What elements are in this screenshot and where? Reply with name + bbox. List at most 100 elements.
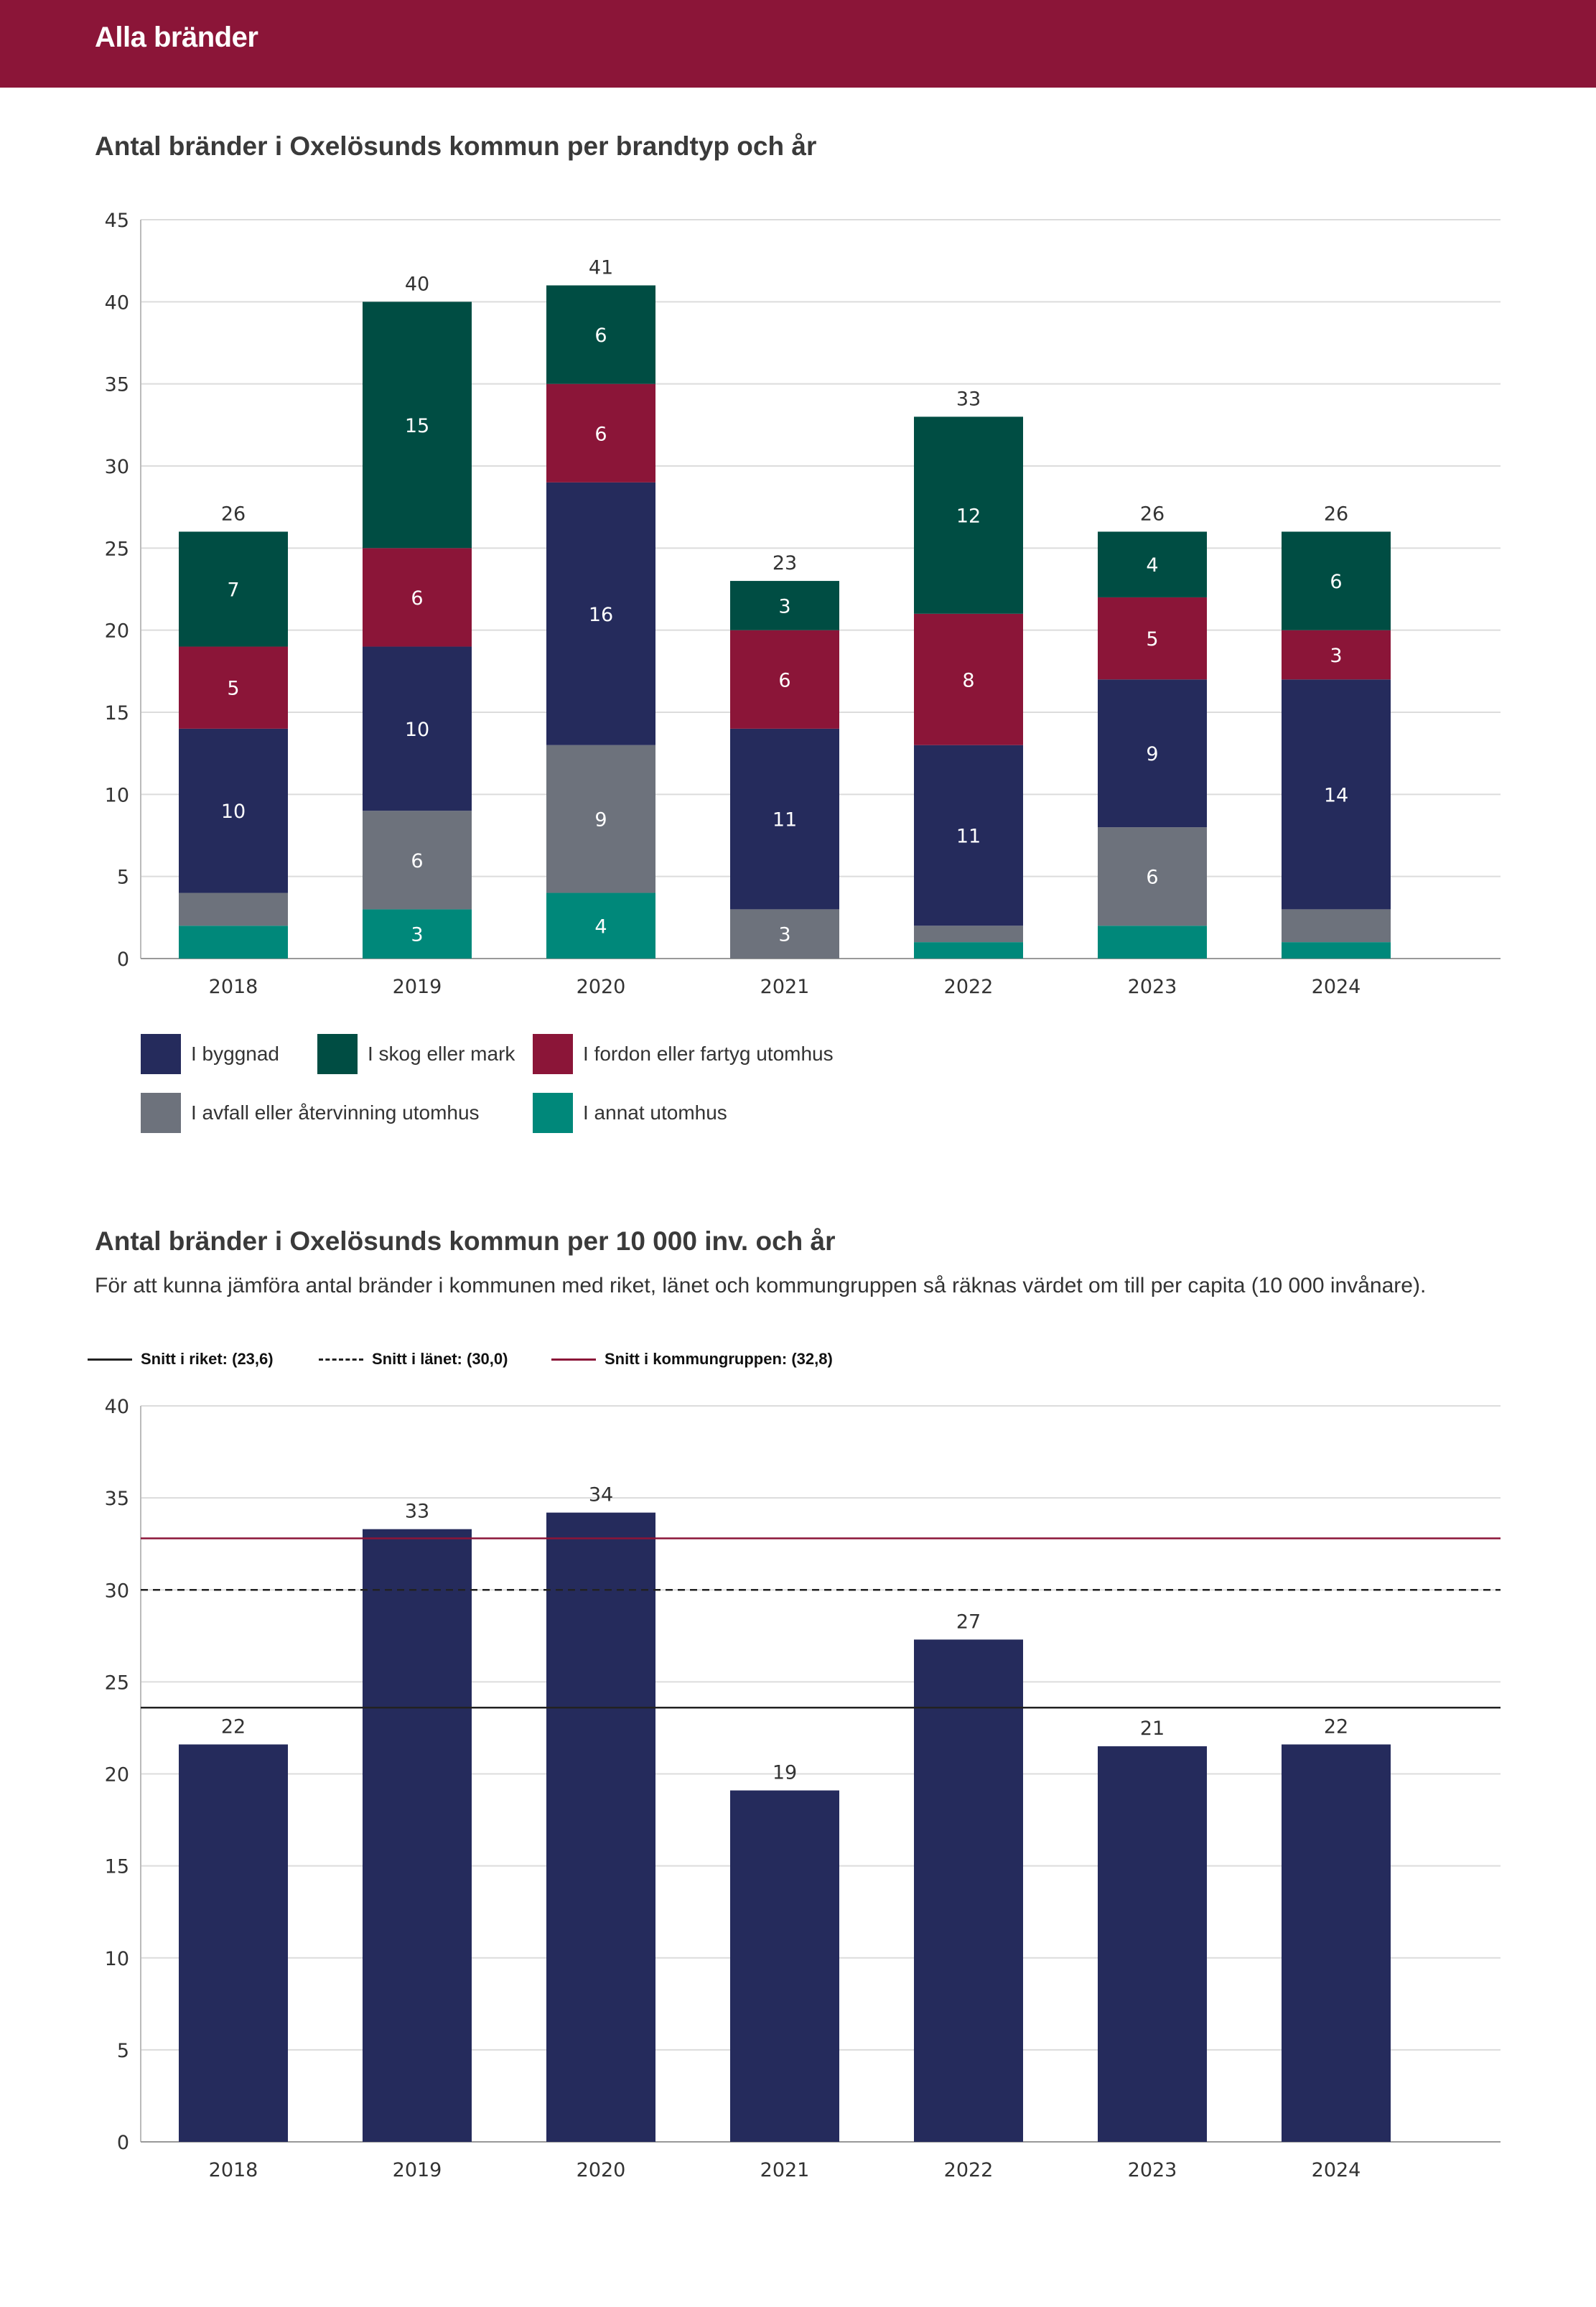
total-label: 23	[773, 552, 797, 574]
legend-label: I skog eller mark	[368, 1043, 515, 1065]
reference-legend-label: Snitt i kommungruppen: (32,8)	[605, 1350, 833, 1368]
bar-segment	[179, 531, 288, 647]
x-tick-label: 2022	[944, 2159, 994, 2181]
header-title: Alla bränder	[95, 22, 258, 53]
segment-label: 12	[956, 505, 981, 528]
y-tick-label: 40	[105, 292, 129, 314]
bar-segment	[179, 892, 288, 926]
total-label: 40	[405, 273, 429, 295]
bar	[363, 1529, 472, 2142]
y-tick-label: 10	[105, 784, 129, 806]
total-label: 33	[956, 388, 981, 410]
value-label: 34	[589, 1484, 613, 1506]
y-tick-label: 35	[105, 1488, 129, 1510]
legend-swatch	[533, 1034, 573, 1074]
bar-segment	[1098, 597, 1207, 680]
total-label: 41	[589, 256, 613, 279]
y-tick-label: 15	[105, 702, 129, 724]
segment-label: 9	[1146, 743, 1158, 765]
bar-segment	[546, 892, 655, 959]
segment-label: 10	[221, 801, 246, 823]
bar-segment	[363, 548, 472, 647]
chart1-legend: I byggnad I skog eller mark I fordon eller…	[141, 1034, 1002, 1138]
bar-segment	[914, 613, 1023, 745]
x-tick-label: 2023	[1128, 2159, 1177, 2181]
x-tick-label: 2021	[760, 2159, 810, 2181]
x-tick-label: 2018	[209, 976, 258, 998]
bar-segment	[363, 302, 472, 549]
reference-legend-line	[88, 1358, 132, 1361]
chart2-subtitle: För att kunna jämföra antal bränder i ko…	[95, 1274, 1427, 1297]
x-tick-label: 2018	[209, 2159, 258, 2181]
segment-label: 6	[778, 669, 790, 691]
segment-label: 3	[1330, 645, 1342, 667]
x-tick-label: 2020	[577, 976, 626, 998]
segment-label: 8	[962, 669, 974, 691]
bar-segment	[546, 383, 655, 483]
y-tick-label: 5	[117, 867, 129, 889]
legend-label: I byggnad	[191, 1043, 279, 1065]
value-label: 27	[956, 1611, 981, 1633]
segment-label: 6	[411, 587, 423, 610]
stacked-bar-chart: 0510152025303540451057262018361061540201…	[105, 210, 1501, 998]
bar-segment	[363, 811, 472, 910]
y-tick-label: 20	[105, 1764, 129, 1786]
y-tick-label: 20	[105, 620, 129, 643]
legend-item-fordon: I fordon eller fartyg utomhus	[533, 1034, 834, 1074]
x-tick-label: 2022	[944, 976, 994, 998]
reference-legend-line	[551, 1358, 596, 1361]
bar-segment	[546, 745, 655, 893]
total-label: 26	[221, 503, 246, 525]
segment-label: 10	[405, 719, 429, 741]
bar	[1282, 1744, 1391, 2142]
reference-legend-item: Snitt i kommungruppen: (32,8)	[551, 1350, 833, 1369]
reference-legend-item: Snitt i riket: (23,6)	[88, 1350, 274, 1369]
reference-legend-label: Snitt i riket: (23,6)	[141, 1350, 274, 1368]
x-tick-label: 2023	[1128, 976, 1177, 998]
bar-segment	[730, 909, 839, 959]
y-tick-label: 5	[117, 2040, 129, 2062]
bar-segment	[914, 942, 1023, 959]
segment-label: 9	[594, 809, 607, 831]
segment-label: 6	[411, 850, 423, 872]
bar-segment	[914, 926, 1023, 943]
bar-segment	[914, 745, 1023, 926]
x-tick-label: 2024	[1312, 976, 1361, 998]
segment-label: 15	[405, 415, 429, 437]
bar-segment	[1282, 942, 1391, 959]
total-label: 26	[1140, 503, 1165, 525]
y-tick-label: 0	[117, 2132, 129, 2154]
x-tick-label: 2020	[577, 2159, 626, 2181]
segment-label: 11	[956, 826, 981, 848]
bar	[914, 1639, 1023, 2142]
bar-segment	[730, 630, 839, 729]
bar-segment	[730, 581, 839, 630]
segment-label: 14	[1324, 784, 1348, 806]
y-tick-label: 35	[105, 374, 129, 396]
y-tick-label: 0	[117, 949, 129, 971]
bar	[1098, 1746, 1207, 2142]
value-label: 22	[1324, 1716, 1348, 1738]
legend-label: I fordon eller fartyg utomhus	[583, 1043, 834, 1065]
total-label: 26	[1324, 503, 1348, 525]
y-tick-label: 15	[105, 1856, 129, 1878]
legend-label: I annat utomhus	[583, 1101, 727, 1124]
segment-label: 3	[778, 595, 790, 617]
x-tick-label: 2019	[393, 976, 442, 998]
bar-segment	[1282, 630, 1391, 680]
chart2-title: Antal bränder i Oxelösunds kommun per 10…	[95, 1226, 836, 1256]
x-tick-label: 2024	[1312, 2159, 1361, 2181]
bar-segment	[546, 285, 655, 384]
y-tick-label: 40	[105, 1396, 129, 1418]
y-tick-label: 30	[105, 456, 129, 478]
value-label: 21	[1140, 1718, 1165, 1740]
segment-label: 3	[411, 924, 423, 946]
bar-segment	[179, 728, 288, 893]
segment-label: 11	[773, 809, 797, 831]
legend-swatch	[141, 1034, 181, 1074]
bar-segment	[363, 909, 472, 959]
legend-swatch	[533, 1093, 573, 1133]
segment-label: 6	[594, 423, 607, 445]
y-tick-label: 25	[105, 1672, 129, 1694]
